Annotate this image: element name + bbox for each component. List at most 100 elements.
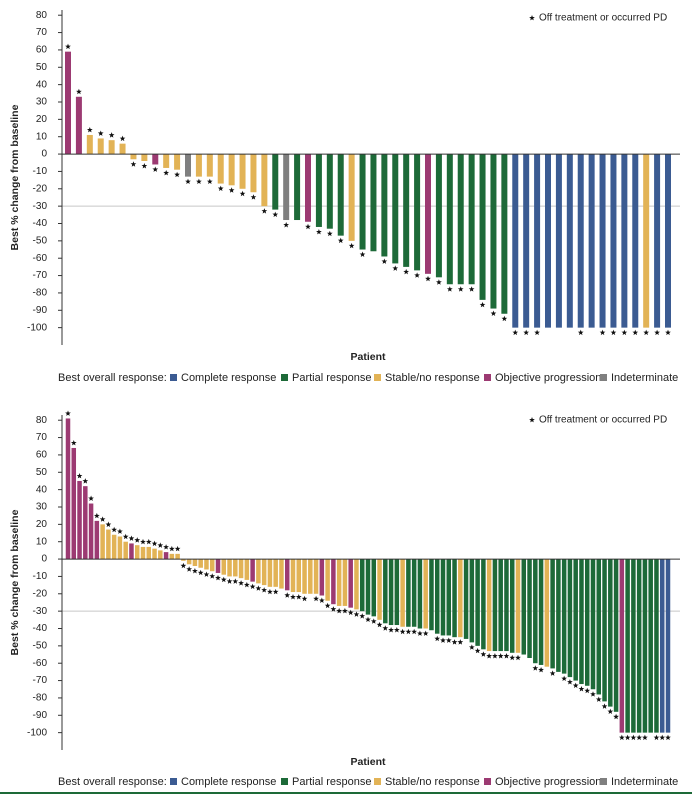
bar [625,559,630,733]
y-tick-label: 40 [36,79,48,90]
legend-swatch [281,778,288,785]
bar [446,154,453,285]
bar [342,559,348,606]
off-treatment-marker [186,566,193,572]
off-treatment-marker [163,544,169,550]
bar [533,559,538,664]
off-treatment-marker [336,607,343,614]
bar [337,154,344,236]
off-treatment-marker [490,310,497,316]
bar [654,559,659,733]
off-treatment-marker [337,237,344,244]
bar [490,154,497,309]
bar [403,154,410,267]
bar [590,559,596,690]
bar [141,154,148,162]
bar [545,154,551,328]
legend-swatch [484,778,491,785]
off-treatment-marker [414,272,420,278]
y-tick-label: 70 [36,27,48,38]
bar [158,550,163,560]
bar [233,559,238,577]
bar [481,559,486,650]
legend-swatch [600,374,607,381]
bar [440,559,446,636]
bar [550,559,555,669]
bar [217,154,224,184]
off-treatment-marker [65,410,71,416]
bar [313,559,319,594]
bar [267,559,273,587]
y-tick-label: -70 [33,675,48,686]
off-treatment-marker [457,286,464,292]
y-axis-title: Best % change from baseline [9,509,21,655]
bar [561,559,567,674]
y-tick-label: -40 [33,623,48,634]
off-treatment-marker [145,538,152,545]
off-treatment-marker [636,734,643,741]
off-treatment-marker [474,647,481,654]
bar [169,553,175,560]
bar [515,559,521,653]
bar [348,559,353,608]
bar [71,447,77,560]
bar [383,559,388,624]
legend-label: Indeterminate [611,776,678,788]
bar [394,559,400,626]
bar [429,559,434,631]
bar [370,154,377,252]
legend-swatch [600,778,607,785]
bar [94,520,100,560]
bar [425,154,431,274]
off-treatment-marker [411,628,418,635]
bar [305,154,311,222]
bar [83,486,88,560]
off-treatment-marker [590,691,596,697]
bar [359,154,366,250]
y-axis-title: Best % change from baseline [9,104,21,250]
bar [65,51,71,155]
bar [654,154,661,328]
off-treatment-marker [595,696,602,702]
bar [100,524,105,560]
off-treatment-marker [523,329,530,336]
bar [479,154,486,300]
off-treatment-marker [272,588,279,595]
bar [469,559,475,643]
off-treatment-marker [105,521,112,527]
legend-label: Partial response [292,372,372,384]
bar [434,559,440,634]
off-treatment-marker [621,329,628,336]
bar [117,536,123,560]
bar [319,559,325,596]
off-treatment-marker [654,329,660,336]
legend-label: Partial response [292,776,372,788]
bar [527,559,532,659]
legend-label: Objective progression [495,776,601,788]
off-treatment-marker [486,653,493,659]
bar [77,480,82,560]
bar [152,154,159,165]
off-treatment-marker [599,329,606,336]
off-treatment-marker [653,734,660,741]
off-treatment-marker [128,535,135,541]
off-treatment-marker [393,627,400,633]
bar [521,559,527,655]
off-treatment-marker [238,580,244,586]
off-treatment-marker [665,329,671,336]
bar [566,154,573,328]
bar [573,559,578,681]
y-tick-label: -50 [33,640,48,651]
off-treatment-marker [503,653,510,659]
bar [206,154,213,177]
off-treatment-marker [283,222,290,228]
off-treatment-marker [119,135,126,142]
bar [308,559,313,594]
off-treatment-marker [359,251,366,257]
off-treatment-marker [468,644,475,650]
off-treatment-marker [316,228,322,235]
bar [106,529,111,560]
off-treatment-marker [324,602,331,609]
off-treatment-marker [305,223,311,230]
bar [250,154,257,193]
